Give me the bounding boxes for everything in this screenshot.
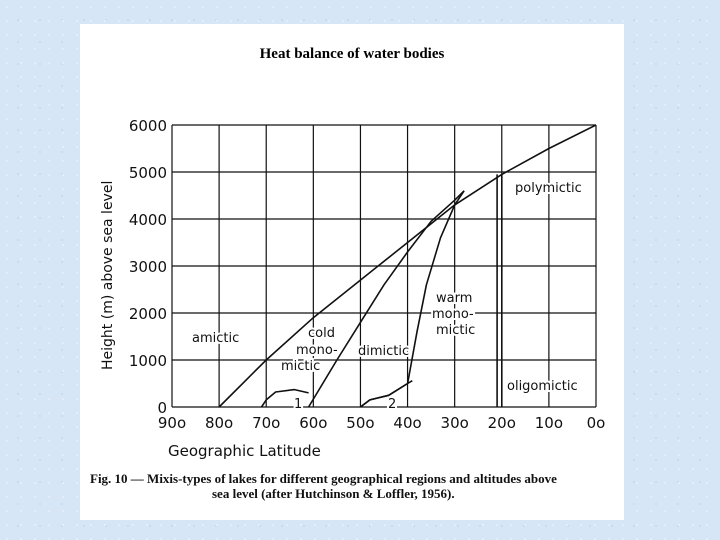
series-line [307,190,465,408]
caption-line-1: Fig. 10 — Mixis-types of lakes for diffe… [90,471,557,486]
annotation-label: mictic [281,359,320,374]
y-axis-label: Height (m) above sea level [100,181,116,370]
series-line [260,388,309,408]
x-tick-label: 60o [299,414,327,432]
annotation-label: amictic [192,331,239,346]
x-tick-label: 0o [587,414,606,432]
caption-line-2: sea level (after Hutchinson & Loffler, 1… [212,486,455,501]
x-tick-label: 80o [205,414,233,432]
slide: Heat balance of water bodies 90o 80o 70o 60… [80,24,624,520]
series-line [218,124,597,408]
y-tick-label: 1000 [129,352,167,370]
x-tick-label: 40o [393,414,421,432]
x-tick-label: 90o [158,414,186,432]
annotation-label: cold [308,326,335,341]
annotation-label: oligomictic [507,379,578,394]
annotations-group: polymictic amictic cold mono-mictic dimictic… [190,179,584,414]
y-tick-label: 5000 [129,164,167,182]
annotation-label: dimictic [358,344,409,359]
annotation-label: mono- [432,307,474,322]
series-line [359,380,413,408]
series-group [218,124,597,408]
annotation-label: polymictic [515,181,582,196]
annotation-label: mictic [436,323,475,338]
x-tick-label: 70o [252,414,280,432]
figure-caption: Fig. 10 — Mixis-types of lakes for diffe… [90,471,614,501]
annotation-label: 1 [294,397,302,412]
y-tick-labels: 0 1000 2000 3000 4000 5000 6000 [129,117,167,417]
x-axis-label: Geographic Latitude [168,442,321,460]
grid [171,124,597,408]
x-tick-label: 20o [488,414,516,432]
chart: 90o 80o 70o 60o 50o 40o 30o 20o 10o 0o 0 1000 2000 3… [100,117,606,460]
y-tick-label: 2000 [129,305,167,323]
y-tick-label: 4000 [129,211,167,229]
x-tick-labels: 90o 80o 70o 60o 50o 40o 30o 20o 10o 0o [158,414,606,432]
annotation-label: mono- [296,343,338,358]
y-tick-label: 0 [157,399,167,417]
annotation-label: warm [436,291,472,306]
chart-title: Heat balance of water bodies [259,46,445,62]
y-tick-label: 3000 [129,258,167,276]
y-tick-label: 6000 [129,117,167,135]
x-tick-label: 50o [346,414,374,432]
x-tick-label: 30o [441,414,469,432]
x-tick-label: 10o [535,414,563,432]
annotation-label: 2 [388,397,396,412]
